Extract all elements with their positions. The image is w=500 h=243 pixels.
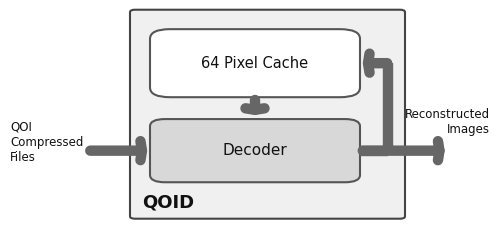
Text: QOID: QOID <box>142 193 195 211</box>
Text: 64 Pixel Cache: 64 Pixel Cache <box>202 56 308 71</box>
FancyBboxPatch shape <box>130 10 405 219</box>
Text: QOI
Compressed
Files: QOI Compressed Files <box>10 121 84 164</box>
FancyBboxPatch shape <box>150 119 360 182</box>
Text: Decoder: Decoder <box>222 143 288 158</box>
FancyBboxPatch shape <box>150 29 360 97</box>
Text: Reconstructed
Images: Reconstructed Images <box>405 107 490 136</box>
